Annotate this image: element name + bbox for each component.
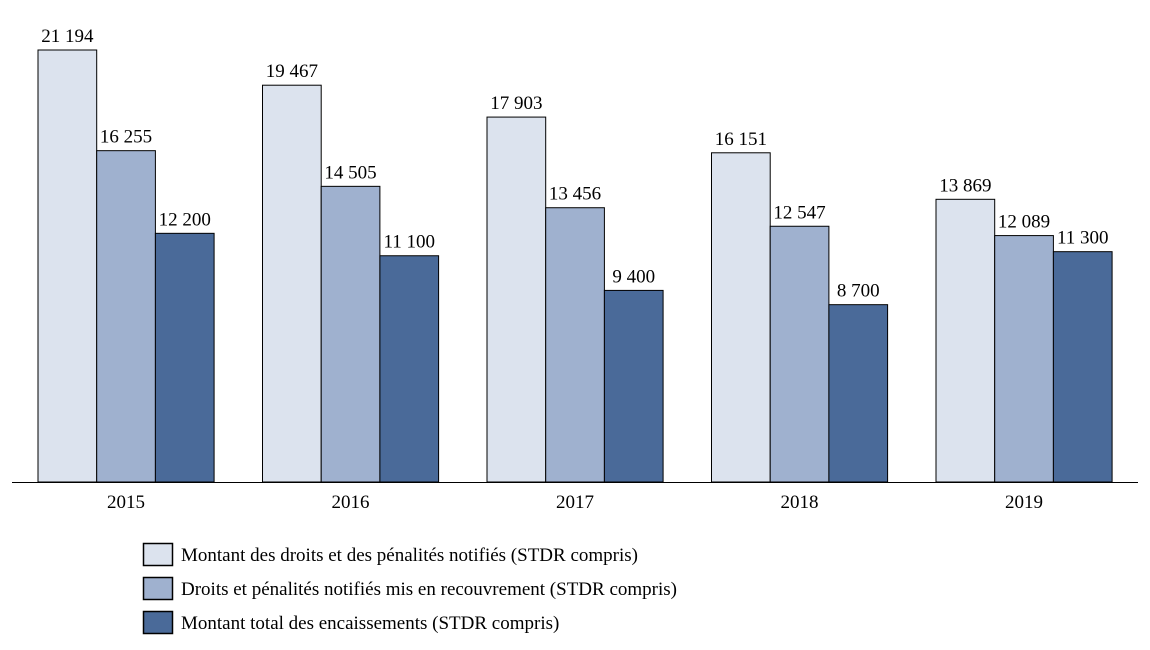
bar-2015-series-1	[37, 49, 98, 483]
data-label: 12 200	[159, 209, 211, 230]
data-label: 16 151	[715, 129, 767, 150]
data-label: 9 400	[612, 266, 655, 287]
legend-label: Droits et pénalités notifiés mis en reco…	[181, 579, 677, 600]
bar-2016-series-3	[379, 255, 440, 483]
bar-2018-series-1	[711, 152, 771, 483]
data-label: 19 467	[266, 61, 318, 82]
data-label: 12 089	[998, 212, 1050, 233]
data-label: 11 300	[1057, 228, 1109, 249]
x-tick-label: 2018	[781, 492, 819, 513]
bar-2019-series-3	[1052, 251, 1113, 483]
data-label: 16 255	[100, 127, 152, 148]
bar-2016-series-1	[262, 84, 322, 483]
legend-label: Montant total des encaissements (STDR co…	[181, 613, 559, 634]
legend-swatch	[142, 576, 174, 601]
bar-2016-series-2	[320, 185, 381, 483]
x-tick-label: 2019	[1005, 492, 1043, 513]
legend-swatch	[142, 542, 174, 567]
legend-label: Montant des droits et des pénalités noti…	[181, 545, 638, 566]
data-label: 8 700	[837, 281, 880, 302]
data-label: 13 869	[939, 175, 991, 196]
x-tick-label: 2016	[332, 492, 370, 513]
data-label: 11 100	[383, 232, 435, 253]
data-label: 17 903	[490, 93, 542, 114]
data-label: 13 456	[549, 184, 601, 205]
data-label: 12 547	[773, 202, 825, 223]
legend-swatch	[142, 610, 174, 635]
bar-2018-series-3	[828, 304, 889, 483]
bar-2019-series-1	[935, 198, 996, 483]
bar-2017-series-3	[603, 289, 664, 483]
bar-2015-series-2	[96, 150, 156, 483]
bar-2017-series-2	[545, 207, 605, 483]
x-tick-label: 2015	[107, 492, 145, 513]
data-label: 21 194	[41, 26, 94, 47]
bar-2019-series-2	[994, 235, 1054, 483]
bar-2018-series-2	[769, 225, 830, 483]
bar-2017-series-1	[486, 116, 547, 483]
data-label: 14 505	[324, 162, 376, 183]
x-tick-label: 2017	[556, 492, 594, 513]
bar-2015-series-3	[154, 232, 215, 483]
